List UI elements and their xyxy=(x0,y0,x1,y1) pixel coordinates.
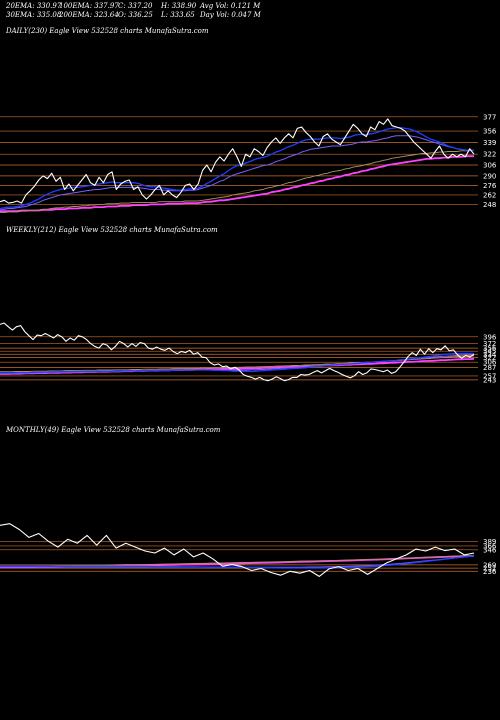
daily-panel-title: DAILY(230) Eagle View 532528 charts Muna… xyxy=(6,27,209,35)
weekly-tick-label: 322 xyxy=(483,354,496,362)
daily-price-line xyxy=(0,118,475,204)
daily-tick-label: 262 xyxy=(483,191,496,199)
header-day-vol: Day Vol: 0.047 M xyxy=(200,11,261,19)
weekly-tick-label: 356 xyxy=(483,345,497,353)
weekly-tick-label: 334 xyxy=(483,351,497,359)
daily-ema20-line xyxy=(0,127,474,210)
daily-ema30-line xyxy=(0,135,474,211)
header-low: L: 333.65 xyxy=(161,11,195,19)
monthly-tick-label: 346 xyxy=(483,546,497,554)
weekly-tick-label: 396 xyxy=(483,333,497,341)
header-ema200: 200EMA: 323.64 xyxy=(59,11,119,19)
daily-ema200-line xyxy=(0,155,474,213)
weekly-tick-label: 306 xyxy=(483,359,497,367)
header-high: H: 338.90 xyxy=(161,2,197,10)
monthly-tick-label: 389 xyxy=(483,538,496,546)
daily-tick-label: 377 xyxy=(483,113,496,121)
monthly-ema100-line xyxy=(0,554,475,567)
weekly-tick-label: 345 xyxy=(483,348,496,356)
monthly-panel-title: MONTHLY(49) Eagle View 532528 charts Mun… xyxy=(6,426,221,434)
daily-tick-label: 290 xyxy=(483,172,496,180)
monthly-price-line xyxy=(0,523,475,577)
daily-tick-label: 276 xyxy=(483,182,497,190)
daily-tick-label: 306 xyxy=(483,162,497,170)
monthly-ema20-line xyxy=(0,555,475,569)
monthly-tick-label: 236 xyxy=(483,568,497,576)
monthly-tick-label: 269 xyxy=(483,561,496,569)
weekly-tick-label: 257 xyxy=(483,372,496,380)
daily-tick-label: 248 xyxy=(483,201,496,209)
header-close: C: 337.20 xyxy=(118,2,153,10)
daily-ema100-line xyxy=(0,149,475,214)
daily-tick-label: 322 xyxy=(483,151,496,159)
weekly-ema20-line xyxy=(0,352,474,374)
header-ema100: 100EMA: 337.97 xyxy=(59,2,119,10)
header-open: O: 336.25 xyxy=(118,11,153,19)
weekly-tick-label: 243 xyxy=(483,376,496,384)
header-ema30: 30EMA: 335.08 xyxy=(6,11,62,19)
daily-tick-label: 339 xyxy=(483,139,496,147)
weekly-tick-label: 287 xyxy=(483,364,496,372)
monthly-tick-label: 366 xyxy=(483,542,497,550)
header-ema20: 20EMA: 330.97 xyxy=(6,2,62,10)
header-avg-vol: Avg Vol: 0.121 M xyxy=(200,2,261,10)
weekly-price-line xyxy=(0,322,475,382)
daily-tick-label: 356 xyxy=(483,128,497,136)
weekly-tick-label: 372 xyxy=(483,340,496,348)
monthly-tick-label: 252 xyxy=(483,565,496,573)
weekly-panel-title: WEEKLY(212) Eagle View 532528 charts Mun… xyxy=(6,226,218,234)
